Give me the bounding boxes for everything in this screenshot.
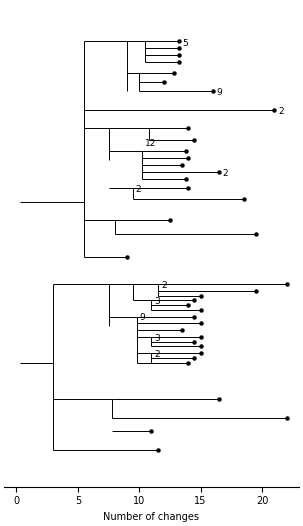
X-axis label: Number of changes: Number of changes [104,512,199,522]
Text: 2: 2 [223,169,228,178]
Text: 9: 9 [139,313,145,322]
Text: 9: 9 [217,88,222,97]
Text: 2: 2 [278,107,284,116]
Text: 2: 2 [161,281,167,290]
Text: 3: 3 [154,297,160,306]
Text: 2: 2 [154,350,160,359]
Text: 12: 12 [145,139,157,148]
Text: 5: 5 [182,39,188,48]
Text: 2: 2 [135,185,141,194]
Text: 3: 3 [154,334,160,343]
